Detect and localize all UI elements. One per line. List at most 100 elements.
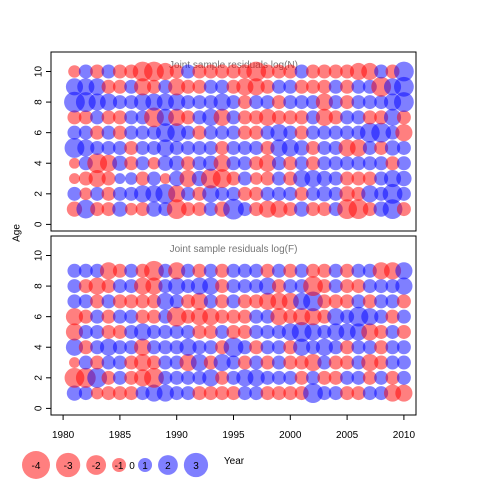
panel1-residual-bubble bbox=[351, 156, 366, 171]
x-tick-label: 1990 bbox=[166, 430, 189, 441]
panel2-residual-bubble bbox=[385, 355, 400, 370]
panel2-residual-bubble bbox=[112, 324, 127, 339]
panel1-residual-bubble bbox=[213, 154, 231, 172]
panel1-residual-bubble bbox=[361, 185, 379, 203]
panel1-residual-bubble bbox=[374, 110, 389, 125]
panel2-residual-bubble bbox=[362, 370, 377, 385]
panel1-y-tick-label: 8 bbox=[34, 99, 45, 105]
panel1-residual-bubble bbox=[226, 95, 241, 110]
panel2-residual-bubble bbox=[124, 294, 139, 309]
panel2-residual-bubble bbox=[226, 294, 241, 309]
panel1-residual-bubble bbox=[383, 108, 402, 126]
x-axis-label: Year bbox=[224, 456, 245, 467]
panel2-residual-bubble bbox=[385, 279, 400, 294]
panel1-residual-bubble bbox=[112, 155, 128, 171]
panel2-residual-bubble bbox=[169, 340, 184, 355]
panel2-residual-bubble bbox=[67, 263, 82, 278]
panel1-residual-bubble bbox=[396, 140, 411, 155]
panel2-residual-bubble bbox=[294, 263, 309, 278]
panel2-residual-bubble bbox=[317, 386, 332, 401]
panel2-residual-bubble bbox=[78, 324, 93, 339]
panel1-residual-bubble bbox=[382, 183, 403, 204]
panel2-residual-bubble bbox=[395, 262, 413, 280]
panel1-residual-bubble bbox=[294, 125, 309, 140]
panel2-residual-bubble bbox=[237, 355, 252, 370]
panel2-residual-bubble bbox=[65, 338, 84, 356]
panel1-residual-bubble bbox=[283, 79, 298, 94]
panel2-residual-bubble bbox=[112, 340, 127, 355]
panel2-residual-bubble bbox=[156, 384, 174, 402]
panel1-residual-bubble bbox=[306, 64, 321, 79]
panel1-residual-bubble bbox=[192, 110, 207, 125]
panel2-residual-bubble bbox=[90, 294, 105, 309]
panel2-y-tick-label: 8 bbox=[34, 283, 45, 289]
panel2-residual-bubble bbox=[146, 340, 161, 355]
panel1-residual-bubble bbox=[306, 110, 321, 125]
panel1-residual-bubble bbox=[135, 125, 150, 140]
panel1-residual-bubble bbox=[270, 200, 288, 218]
panel2-residual-bubble bbox=[317, 263, 332, 278]
panel2-residual-bubble bbox=[374, 309, 389, 324]
panel2-residual-bubble bbox=[395, 277, 413, 295]
legend-label: -3 bbox=[64, 461, 73, 472]
panel2-residual-bubble bbox=[101, 279, 116, 294]
panel2-residual-bubble bbox=[249, 340, 264, 355]
panel2-residual-bubble bbox=[259, 277, 277, 295]
panel1-residual-bubble bbox=[69, 173, 80, 184]
panel2-residual-bubble bbox=[101, 294, 116, 309]
x-tick-label: 2000 bbox=[279, 430, 302, 441]
panel1-residual-bubble bbox=[316, 170, 333, 187]
panel1-residual-bubble bbox=[169, 64, 184, 79]
panel2-residual-bubble bbox=[181, 263, 196, 278]
panel2-residual-bubble bbox=[112, 386, 127, 401]
panel2-residual-bubble bbox=[190, 353, 208, 372]
panel2-residual-bubble bbox=[260, 263, 275, 278]
panel2-residual-bubble bbox=[215, 386, 230, 401]
panel2-residual-bubble bbox=[135, 386, 150, 401]
panel1-residual-bubble bbox=[78, 64, 93, 79]
panel1-residual-bubble bbox=[192, 79, 207, 94]
panel1-residual-bubble bbox=[260, 140, 275, 155]
panel1-residual-bubble bbox=[237, 186, 252, 201]
panel2-residual-bubble bbox=[101, 309, 116, 324]
panel1-residual-bubble bbox=[203, 79, 218, 94]
legend-label: -1 bbox=[115, 461, 124, 472]
panel2-residual-bubble bbox=[226, 263, 241, 278]
panel1-residual-bubble bbox=[226, 156, 241, 171]
panel1-residual-bubble bbox=[340, 64, 355, 79]
x-tick-label: 2005 bbox=[336, 430, 359, 441]
panel2-residual-bubble bbox=[90, 355, 105, 370]
panel1-residual-bubble bbox=[212, 169, 232, 188]
panel2-residual-bubble bbox=[306, 263, 321, 278]
panel2-residual-bubble bbox=[385, 309, 400, 324]
panel2-residual-bubble bbox=[351, 279, 366, 294]
panel2-residual-bubble bbox=[303, 276, 323, 296]
panel1-residual-bubble bbox=[362, 156, 377, 171]
panel2-residual-bubble bbox=[362, 386, 377, 401]
panel2-residual-bubble bbox=[361, 308, 379, 326]
panel1-residual-bubble bbox=[101, 79, 116, 94]
panel2-residual-bubble bbox=[351, 370, 366, 385]
panel1-residual-bubble bbox=[168, 93, 186, 111]
panel2-residual-bubble bbox=[192, 340, 207, 355]
panel2-residual-bubble bbox=[237, 294, 252, 309]
panel1-residual-bubble bbox=[135, 140, 150, 155]
panel2-residual-bubble bbox=[385, 370, 400, 385]
panel1-residual-bubble bbox=[283, 64, 298, 79]
panel2-residual-bubble bbox=[395, 384, 413, 402]
panel1-residual-bubble bbox=[249, 110, 264, 125]
panel2-residual-bubble bbox=[156, 292, 174, 310]
legend-label: 1 bbox=[142, 461, 148, 472]
panel1-residual-bubble bbox=[203, 64, 218, 79]
panel1-residual-bubble bbox=[351, 79, 366, 94]
panel2-residual-bubble bbox=[192, 324, 207, 339]
panel2-residual-bubble bbox=[181, 386, 196, 401]
panel1-residual-bubble bbox=[246, 61, 267, 82]
panel2-residual-bubble bbox=[112, 294, 127, 309]
panel1-residual-bubble bbox=[203, 140, 218, 155]
legend-bubble bbox=[138, 458, 153, 472]
panel1-residual-bubble bbox=[328, 95, 343, 110]
panel2-residual-bubble bbox=[351, 355, 366, 370]
panel1-residual-bubble bbox=[317, 79, 332, 94]
panel2-residual-bubble bbox=[351, 294, 366, 309]
